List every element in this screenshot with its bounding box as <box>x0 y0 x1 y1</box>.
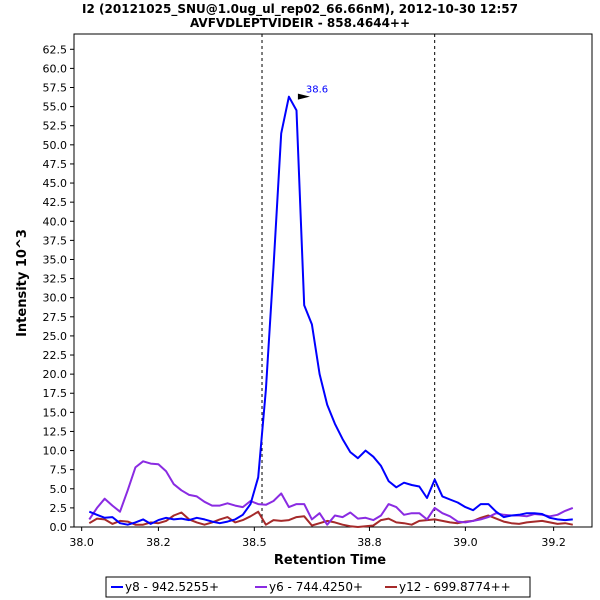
y-tick-label: 45.0 <box>43 177 68 190</box>
x-tick-label: 38.5 <box>242 536 267 549</box>
y-tick-label: 55.0 <box>43 101 68 114</box>
x-axis-label: Retention Time <box>274 553 386 568</box>
x-tick-label: 38.0 <box>69 536 94 549</box>
series-line <box>88 95 573 526</box>
y-tick-label: 62.5 <box>43 43 68 56</box>
y-tick-label: 15.0 <box>43 406 68 419</box>
y-tick-label: 60.0 <box>43 62 68 75</box>
y-tick-label: 12.5 <box>43 425 68 438</box>
x-tick-label: 38.8 <box>357 536 382 549</box>
y-tick-label: 0.0 <box>50 521 68 534</box>
plot-frame <box>73 33 593 528</box>
y-tick-label: 30.0 <box>43 292 68 305</box>
y-tick-label: 20.0 <box>43 368 68 381</box>
y-tick-label: 42.5 <box>43 196 68 209</box>
y-tick-label: 35.0 <box>43 253 68 266</box>
legend-entry-label: y12 - 699.8774++ <box>399 580 511 594</box>
peak-label: 38.6 <box>306 85 328 96</box>
peak-marker-arrow <box>297 93 310 100</box>
x-tick-label: 39.2 <box>541 536 566 549</box>
legend-entry-label: y6 - 744.4250+ <box>269 580 363 594</box>
series-line <box>88 460 574 526</box>
y-tick-label: 27.5 <box>43 311 68 324</box>
y-tick-label: 32.5 <box>43 273 68 286</box>
chart-title: I2 (20121025_SNU@1.0ug_ul_rep02_66.66nM)… <box>82 2 518 17</box>
plot-area: 0.0 2.5 5.0 7.5 10.0 12.5 15.0 17.5 20.0 22.5 25.0… <box>43 33 593 549</box>
y-tick-label: 37.5 <box>43 234 68 247</box>
y-tick-label: 7.5 <box>50 464 68 477</box>
y-tick-label: 17.5 <box>43 387 68 400</box>
x-tick-label: 38.2 <box>146 536 171 549</box>
y-tick-label: 40.0 <box>43 215 68 228</box>
y-tick-label: 5.0 <box>50 483 68 496</box>
legend-entry-label: y8 - 942.5255+ <box>125 580 219 594</box>
legend: y8 - 942.5255+ y6 - 744.4250+ y12 - 699.87… <box>105 576 531 598</box>
legend-box <box>105 576 531 598</box>
y-tick-label: 57.5 <box>43 82 68 95</box>
y-tick-label: 52.5 <box>43 120 68 133</box>
y-axis-label: Intensity 10^3 <box>15 229 30 337</box>
y-tick-label: 2.5 <box>50 502 68 515</box>
y-tick-label: 50.0 <box>43 139 68 152</box>
y-tick-label: 10.0 <box>43 445 68 458</box>
y-tick-label: 22.5 <box>43 349 68 362</box>
y-tick-label: 47.5 <box>43 158 68 171</box>
x-tick-label: 39.0 <box>453 536 478 549</box>
y-tick-label: 25.0 <box>43 330 68 343</box>
chart-subtitle: AVFVDLEPTVIDEIR - 858.4644++ <box>190 16 410 30</box>
